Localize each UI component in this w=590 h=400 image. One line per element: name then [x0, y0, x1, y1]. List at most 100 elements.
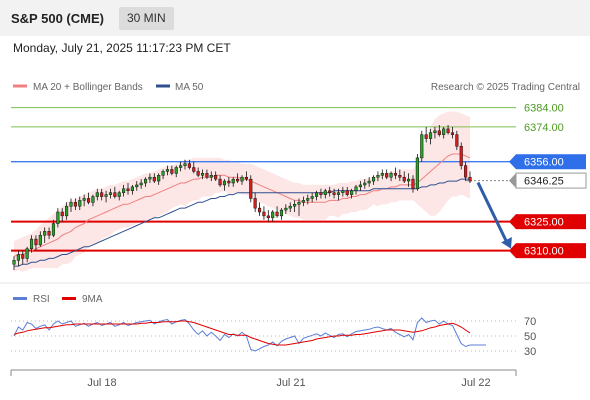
candle	[78, 196, 82, 211]
candle	[393, 167, 398, 180]
candle	[249, 175, 253, 203]
candle	[165, 165, 170, 176]
candle	[442, 126, 446, 139]
rsi-line	[13, 317, 471, 352]
candle	[376, 171, 380, 182]
level-tag-6325-00	[516, 214, 586, 230]
candle	[183, 159, 187, 170]
candle	[301, 196, 305, 207]
candle	[56, 208, 60, 228]
rsi-layer: 70 50 30	[11, 316, 536, 358]
candle	[253, 192, 257, 212]
candle	[433, 126, 437, 139]
candle	[266, 210, 270, 222]
level-pointer-6346-25	[509, 173, 516, 189]
candle	[358, 181, 362, 191]
candle	[227, 177, 231, 187]
chart-datetime: Monday, July 21, 2025 11:17:23 PM CET	[13, 41, 231, 55]
level-label-6310-00: 6310.00	[524, 246, 564, 258]
projection-arrow-shaft	[476, 181, 509, 244]
candle	[126, 183, 130, 195]
price-layer: 6384.00 6374.00 6356.00 6346.25 6325.00 6310.…	[11, 103, 587, 272]
candle	[459, 142, 463, 170]
candle	[222, 179, 227, 191]
candle	[284, 204, 288, 214]
candle	[310, 192, 314, 203]
candle	[350, 188, 354, 199]
candle	[214, 171, 218, 182]
copyright-text: Research © 2025 Trading Central	[431, 82, 580, 93]
candle	[402, 171, 406, 183]
candle	[244, 171, 248, 182]
ma20-legend-label: MA 20 + Bollinger Bands	[33, 82, 143, 93]
candle	[69, 198, 73, 212]
level-label-6346-25: 6346.25	[524, 176, 564, 188]
interval-button[interactable]: 30 MIN	[119, 7, 174, 30]
candle	[271, 210, 275, 222]
candle	[143, 177, 148, 187]
candle	[104, 190, 108, 203]
rsi9-legend-label: 9MA	[82, 294, 103, 305]
candle	[73, 198, 77, 211]
ma50-legend-label: MA 50	[175, 82, 204, 93]
candle	[328, 186, 332, 197]
candle	[367, 177, 371, 187]
level-pointer-6325-00	[509, 214, 516, 230]
candle	[323, 188, 327, 199]
rsi9-legend-swatch	[62, 297, 76, 300]
candle	[275, 206, 279, 218]
candle	[170, 165, 174, 176]
candle	[179, 161, 183, 172]
candle	[16, 250, 20, 267]
candle	[415, 154, 419, 191]
rsi9-line	[13, 320, 471, 346]
candle	[236, 173, 240, 183]
time-axis-label: Jul 22	[461, 377, 490, 389]
candle	[135, 181, 139, 191]
rsi-legend-swatch	[13, 297, 27, 300]
rsi-tick-70: 70	[524, 316, 536, 328]
candle	[86, 192, 91, 205]
candle	[455, 130, 459, 151]
candle	[209, 171, 213, 182]
candle	[398, 169, 402, 182]
candle	[240, 175, 244, 185]
candle	[306, 194, 310, 205]
candle	[113, 186, 117, 199]
candle	[380, 169, 384, 180]
candle	[47, 227, 51, 240]
level-tag-6346-25	[515, 172, 587, 189]
candle	[25, 246, 29, 263]
candle	[60, 208, 64, 222]
candle	[174, 165, 178, 178]
level-label-6325-00: 6325.00	[524, 217, 564, 229]
bollinger-band-area	[14, 111, 470, 272]
level-label-6356-00: 6356.00	[524, 157, 564, 169]
candle	[345, 186, 349, 197]
candle	[122, 184, 126, 197]
level-tag-6310-00	[516, 243, 586, 259]
candle	[196, 167, 200, 178]
level-label-6374-00: 6374.00	[524, 122, 564, 134]
candle	[38, 231, 42, 247]
candle	[363, 179, 367, 189]
candle	[428, 128, 433, 145]
rsi-tick-50: 50	[524, 331, 536, 343]
level-label-6384-00: 6384.00	[524, 103, 564, 115]
candle	[82, 194, 86, 207]
candle	[319, 188, 323, 199]
candle	[34, 235, 38, 251]
candle	[231, 177, 235, 187]
rsi-tick-30: 30	[524, 346, 536, 358]
candle	[65, 202, 69, 220]
candle	[12, 256, 16, 270]
level-tag-6356-00	[516, 154, 586, 170]
candle	[200, 169, 205, 180]
candle	[262, 206, 266, 220]
ma50-line	[14, 178, 470, 267]
time-axis-labels: Jul 18 Jul 21 Jul 22	[87, 377, 490, 389]
candle	[192, 161, 196, 174]
candle	[464, 161, 468, 182]
candle	[117, 190, 121, 201]
candle	[21, 250, 25, 265]
